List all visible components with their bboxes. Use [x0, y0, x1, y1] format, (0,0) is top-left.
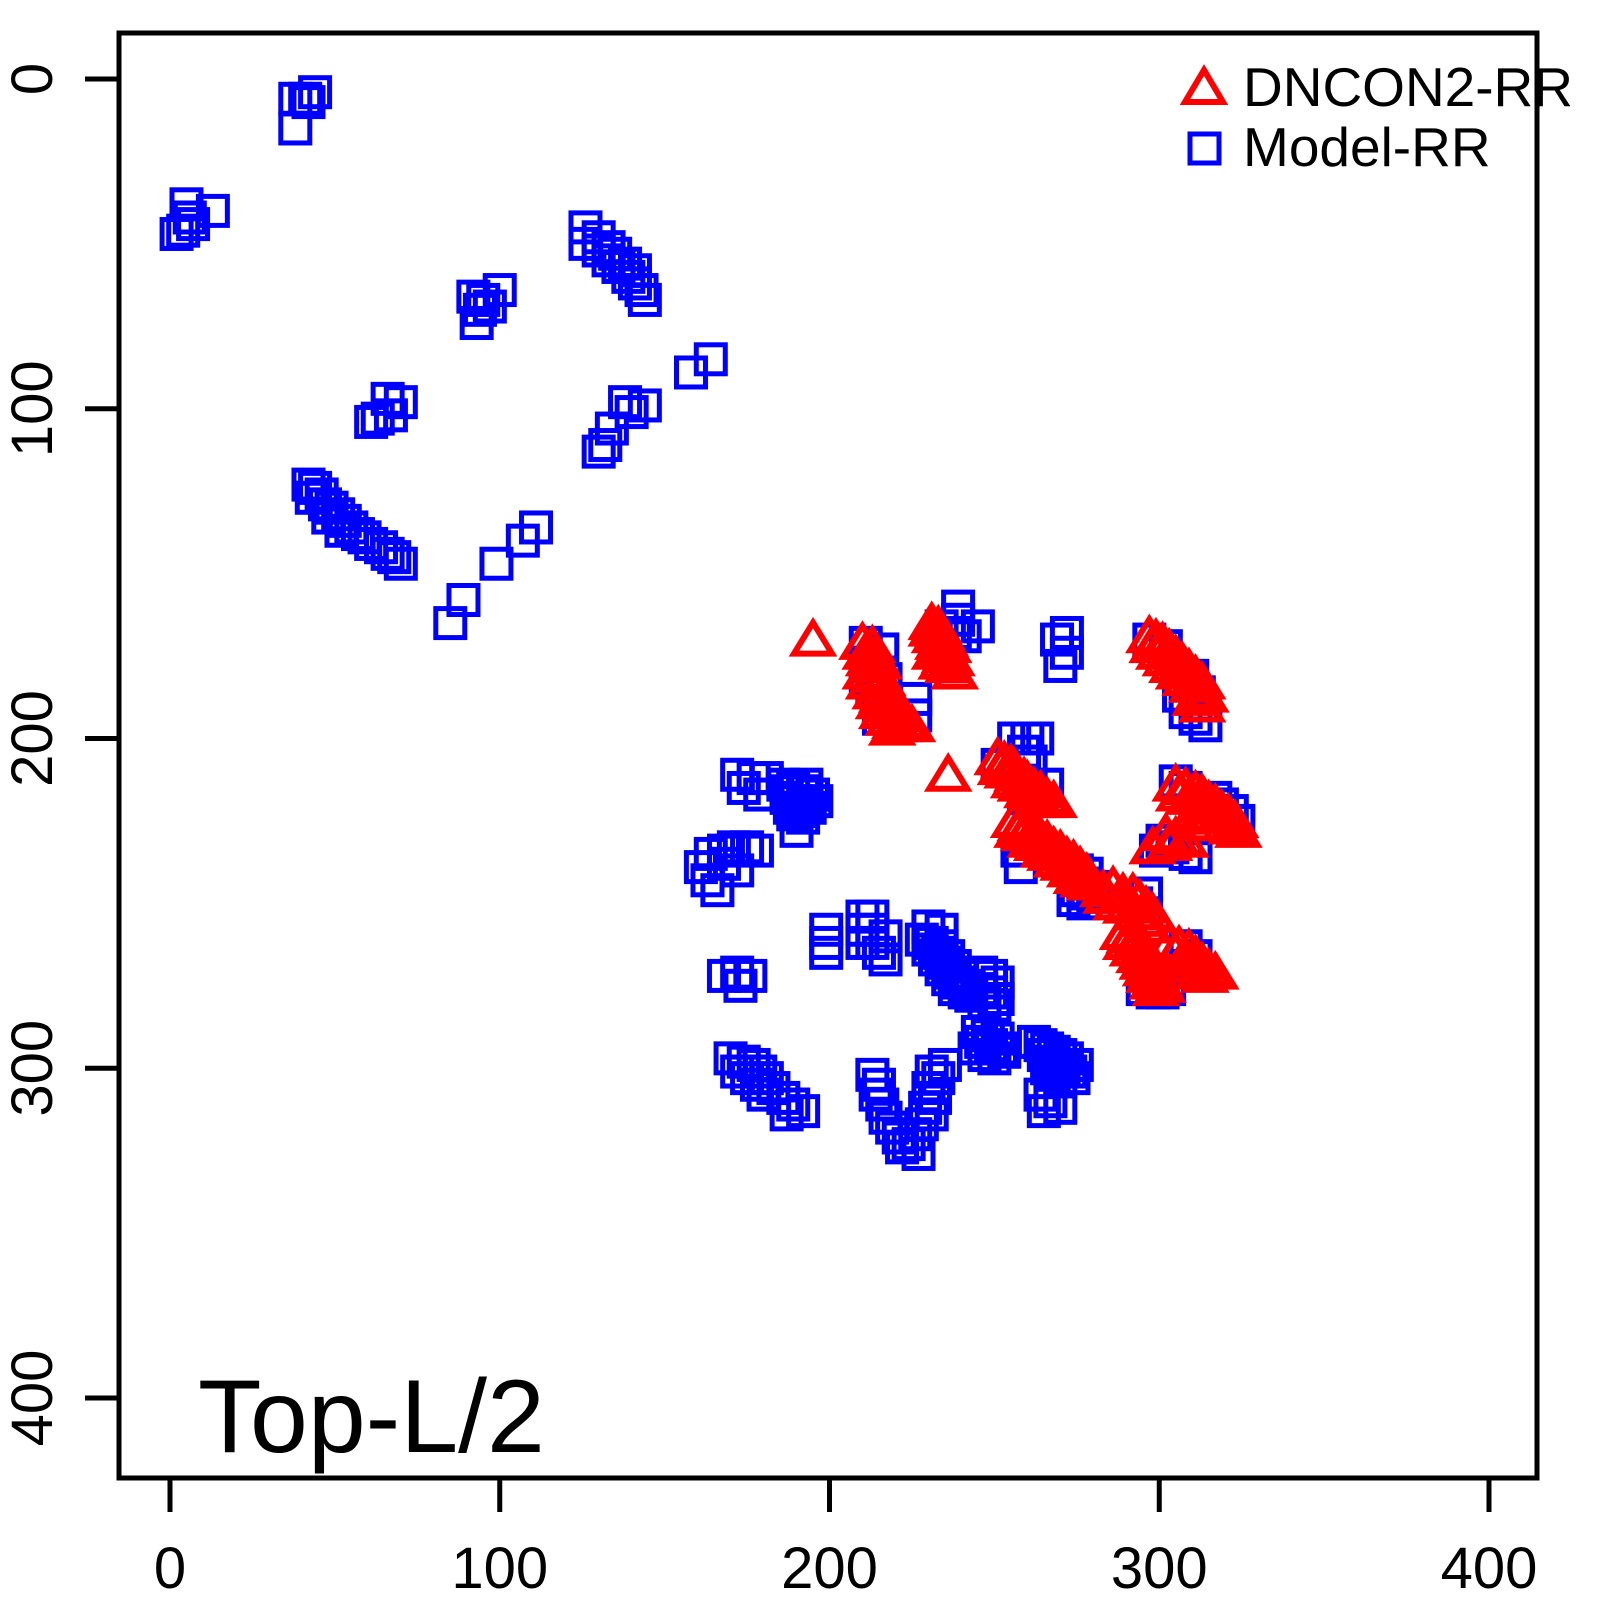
square-marker — [176, 207, 211, 242]
legend-triangle-icon — [1179, 64, 1229, 105]
triangle-marker — [874, 702, 924, 743]
triangle-marker — [1128, 890, 1178, 931]
square-marker — [354, 404, 389, 439]
square-marker — [861, 935, 896, 970]
triangle-marker — [1177, 801, 1227, 842]
triangle-marker — [1190, 949, 1240, 990]
triangle-marker — [1138, 963, 1187, 1003]
square-marker — [733, 958, 768, 993]
square-marker — [967, 1038, 1002, 1073]
triangle-marker — [1214, 808, 1263, 848]
x-tick-label: 200 — [781, 1536, 878, 1600]
corner-label: Top-L/2 — [198, 1359, 545, 1475]
x-tick-label: 300 — [1111, 1536, 1208, 1600]
square-marker — [479, 546, 514, 581]
triangle-marker — [1059, 857, 1108, 898]
square-marker — [383, 546, 418, 581]
square-marker — [723, 968, 758, 1003]
x-tick-label: 400 — [1441, 1536, 1538, 1600]
square-marker — [1049, 615, 1084, 650]
triangle-marker — [1207, 804, 1257, 845]
square-marker — [779, 813, 814, 848]
triangle-marker — [1177, 682, 1227, 723]
y-tick-label: 200 — [0, 690, 65, 787]
square-marker — [769, 774, 804, 809]
square-marker — [776, 1087, 811, 1122]
square-marker — [858, 1077, 893, 1112]
square-marker — [1043, 648, 1078, 683]
square-marker — [690, 863, 725, 898]
square-marker — [1059, 1047, 1094, 1082]
square-marker — [769, 1097, 804, 1132]
legend-square-icon — [1187, 131, 1222, 166]
triangle-marker — [867, 705, 917, 746]
x-tick-label: 100 — [451, 1536, 548, 1600]
markers — [159, 75, 1263, 1171]
y-tick-label: 400 — [0, 1350, 65, 1447]
plot-box — [116, 30, 1540, 1481]
triangle-marker — [1082, 874, 1131, 914]
triangle-marker — [930, 649, 980, 690]
square-marker — [891, 1127, 926, 1162]
triangle-marker — [788, 616, 838, 657]
square-marker — [1033, 1084, 1068, 1119]
square-marker — [977, 1041, 1012, 1076]
square-marker — [581, 434, 616, 469]
square-marker — [693, 342, 728, 377]
square-marker — [789, 767, 824, 802]
model-rr-points — [159, 75, 1256, 1171]
legend-label-dncon2-rr: DNCON2-RR — [1243, 56, 1573, 118]
triangle-marker — [1029, 778, 1079, 819]
y-tick-label: 100 — [0, 360, 65, 457]
square-marker — [433, 606, 468, 641]
y-tick-label: 0 — [0, 63, 65, 95]
square-marker — [898, 1117, 933, 1152]
square-marker — [360, 401, 395, 436]
square-marker — [700, 873, 735, 908]
x-tick-label: 0 — [154, 1536, 186, 1600]
square-marker — [627, 282, 662, 317]
axes: 0 100 200 300 400 0 100 200 300 400 — [0, 30, 1540, 1600]
triangle-marker — [1131, 966, 1181, 1007]
legend-label-model-rr: Model-RR — [1243, 116, 1491, 178]
square-marker — [809, 935, 844, 970]
dncon2-rr-points — [788, 600, 1263, 1007]
square-marker — [472, 289, 507, 324]
square-marker — [901, 1136, 936, 1171]
square-marker — [624, 273, 659, 308]
triangle-marker — [1022, 775, 1072, 815]
square-marker — [377, 540, 412, 575]
y-tick-label: 300 — [0, 1020, 65, 1117]
square-marker — [861, 1067, 896, 1102]
legend: DNCON2-RR Model-RR — [1179, 56, 1573, 178]
triangle-marker — [1154, 771, 1204, 812]
square-marker — [739, 833, 774, 868]
triangle-marker — [1181, 953, 1230, 993]
square-marker — [166, 213, 201, 248]
square-marker — [911, 1071, 946, 1106]
square-marker — [868, 942, 903, 977]
square-marker — [505, 523, 540, 558]
square-marker — [298, 75, 333, 110]
square-marker — [278, 111, 313, 146]
triangle-marker — [1128, 824, 1178, 865]
triangle-marker — [923, 752, 973, 792]
square-marker — [588, 428, 623, 463]
square-marker — [1026, 1094, 1061, 1129]
